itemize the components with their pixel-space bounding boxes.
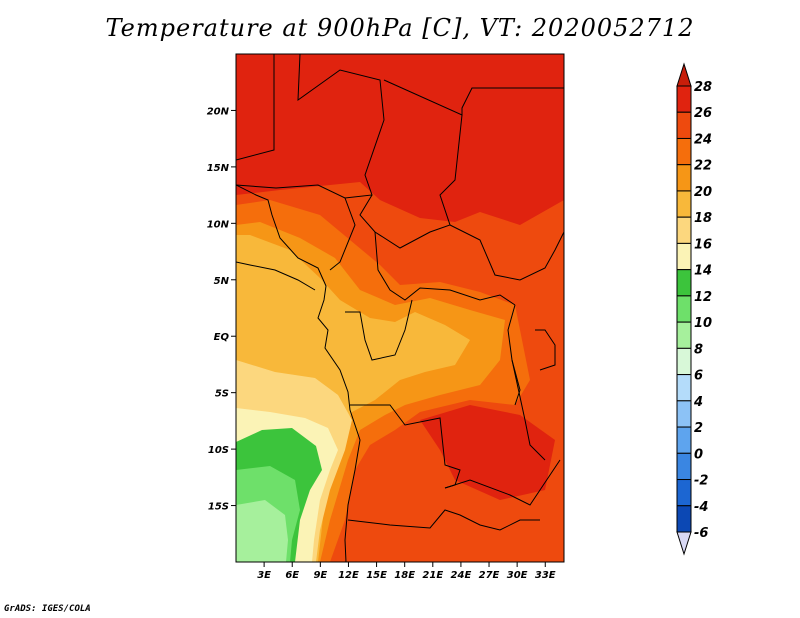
colorbar-bin [676,426,692,454]
lon-tick-label: 18E [394,570,415,581]
colorbar-label: -6 [694,526,708,541]
colorbar-label: 28 [694,80,712,95]
colorbar-bin [676,111,692,139]
colorbar-bin [676,347,692,376]
colorbar-label: 12 [694,290,712,305]
colorbar-label: 26 [694,106,712,121]
colorbar-label: 14 [694,264,712,279]
colorbar-bin [676,505,692,533]
lat-tick-label: 10S [208,445,229,456]
colorbar-overflow-triangle [676,62,692,87]
colorbar-bin [676,452,692,481]
lon-tick-label: 27E [479,570,500,581]
colorbar-bin [676,137,692,166]
lat-tick-label: EQ [214,332,230,343]
colorbar-label: -2 [694,474,708,489]
temperature-field [236,54,564,562]
colorbar-bin [676,479,692,507]
lat-tick-label: 5N [214,276,230,287]
colorbar-bin [676,242,692,271]
colorbar-label: 16 [694,237,712,252]
lat-tick-label: 15S [208,502,229,513]
colorbar-label: 4 [693,395,703,410]
lon-tick-label: 9E [313,570,327,581]
lat-tick-label: 15N [207,163,230,174]
colorbar-label: 8 [694,342,703,357]
colorbar-underflow-triangle [676,531,692,556]
lon-tick-label: 3E [257,570,271,581]
lon-tick-label: 12E [338,570,359,581]
lon-tick-label: 33E [535,570,556,581]
colorbar-bin [676,400,692,428]
longitude-axis: 3E 6E 9E 12E 15E 18E 21E 24E 27E 30E 33E [257,562,556,581]
colorbar-label: 10 [694,316,712,331]
colorbar-bin [676,190,692,218]
colorbar-label: -4 [694,500,708,515]
lat-tick-label: 20N [207,106,230,117]
colorbar-bin [676,295,692,323]
colorbar-bin [676,164,692,192]
lon-tick-label: 30E [507,570,528,581]
colorbar-bin [676,85,692,113]
colorbar-label: 22 [694,159,712,174]
lon-tick-label: 24E [451,570,472,581]
map-frame [235,53,565,563]
lon-tick-label: 15E [366,570,387,581]
lon-tick-label: 21E [422,570,443,581]
colorbar-label: 0 [694,447,703,462]
map-title: Temperature at 900hPa [C], VT: 202005271… [105,14,695,42]
field-band-10 [236,500,288,562]
colorbar-label: 24 [694,132,712,147]
colorbar-label: 2 [694,421,703,436]
lat-tick-label: 5S [215,389,229,400]
field-hot-interior [420,405,555,500]
colorbar-label: 18 [694,211,712,226]
credit-text: GrADS: IGES/COLA [4,604,91,614]
colorbar-label: 6 [694,369,703,384]
colorbar-bin [676,321,692,349]
colorbar-bin [676,216,692,244]
colorbar-bin [676,374,692,402]
country-borders [236,54,564,562]
colorbar-label: 20 [694,185,712,200]
colorbar-bin [676,269,692,297]
lat-tick-label: 10N [207,219,230,230]
lon-tick-label: 6E [285,570,299,581]
latitude-axis: 20N 15N 10N 5N EQ 5S 10S 15S [207,106,236,513]
